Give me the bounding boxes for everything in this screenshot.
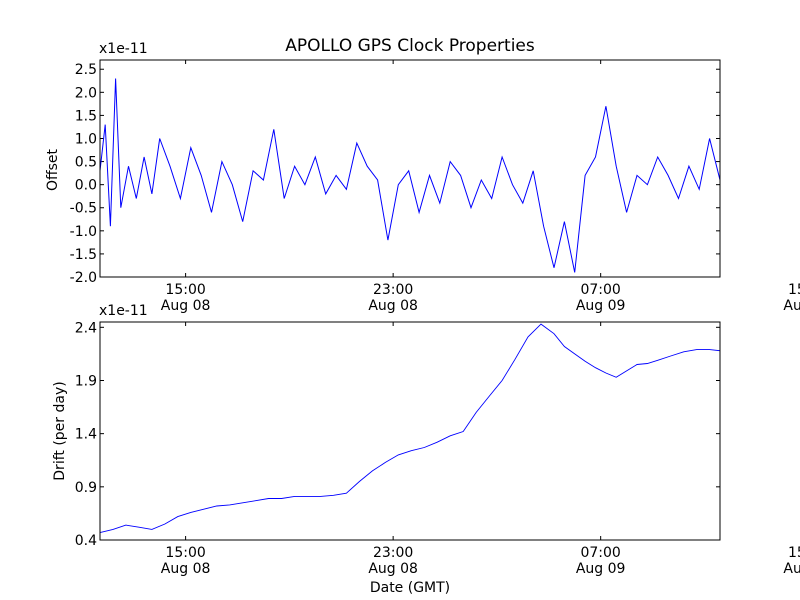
offset-panel: x1e-11 Offset 2.5 2.0 1.5 1.0 0.5 0.0 -0.5 -1.0… — [45, 41, 800, 314]
drift-y-axis-label: Drift (per day) — [52, 381, 68, 480]
drift-ytick-label: 1.4 — [75, 427, 97, 443]
offset-xtick-date-label: Aug 09 — [783, 298, 800, 314]
offset-plot-frame — [99, 59, 721, 278]
x-axis-label: Date (GMT) — [370, 580, 450, 596]
drift-xtick-time-label: 15:00 — [788, 545, 800, 561]
offset-ytick-label: 0.5 — [75, 155, 97, 171]
drift-plot-frame — [99, 321, 721, 541]
offset-xtick-time-label: 15:00 — [788, 282, 800, 298]
drift-xtick-time-label: 15:00 — [165, 545, 205, 561]
offset-ytick-label: 0.0 — [75, 178, 97, 194]
drift-xtick-time-label: 07:00 — [580, 545, 620, 561]
drift-xtick-date-label: Aug 08 — [368, 561, 418, 577]
drift-multiplier-label: x1e-11 — [99, 303, 148, 319]
offset-xtick-time-label: 15:00 — [165, 282, 205, 298]
offset-xtick-date-label: Aug 09 — [576, 298, 626, 314]
offset-ytick-label: 2.0 — [75, 85, 97, 101]
offset-ytick-label: -1.5 — [70, 247, 97, 263]
offset-ticks: 2.52.01.51.00.50.0-0.5-1.0-1.5-2.015:00A… — [70, 60, 800, 314]
offset-ytick-label: -0.5 — [70, 201, 97, 217]
offset-xtick-date-label: Aug 08 — [161, 298, 211, 314]
offset-ytick-label: -2.0 — [70, 270, 97, 286]
offset-ytick-label: 1.0 — [75, 131, 97, 147]
chart-title: APOLLO GPS Clock Properties — [285, 36, 535, 56]
offset-ytick-label: 2.5 — [75, 62, 97, 78]
offset-ytick-label: -1.0 — [70, 224, 97, 240]
offset-y-axis-label: Offset — [45, 148, 61, 191]
drift-xtick-date-label: Aug 09 — [576, 561, 626, 577]
drift-ytick-label: 0.9 — [75, 480, 97, 496]
drift-xtick-time-label: 23:00 — [373, 545, 413, 561]
drift-ytick-label: 2.4 — [75, 320, 97, 336]
offset-xtick-time-label: 07:00 — [580, 282, 620, 298]
offset-xtick-date-label: Aug 08 — [368, 298, 418, 314]
drift-xtick-date-label: Aug 09 — [783, 561, 800, 577]
drift-ytick-label: 1.9 — [75, 373, 97, 389]
offset-ytick-label: 1.5 — [75, 108, 97, 124]
offset-xtick-time-label: 23:00 — [373, 282, 413, 298]
drift-ytick-label: 0.4 — [75, 533, 97, 549]
drift-panel: x1e-11 Drift (per day) 2.4 1.9 1.4 0.9 0.4 15… — [52, 303, 800, 577]
drift-xtick-date-label: Aug 08 — [161, 561, 211, 577]
offset-multiplier-label: x1e-11 — [99, 41, 148, 57]
